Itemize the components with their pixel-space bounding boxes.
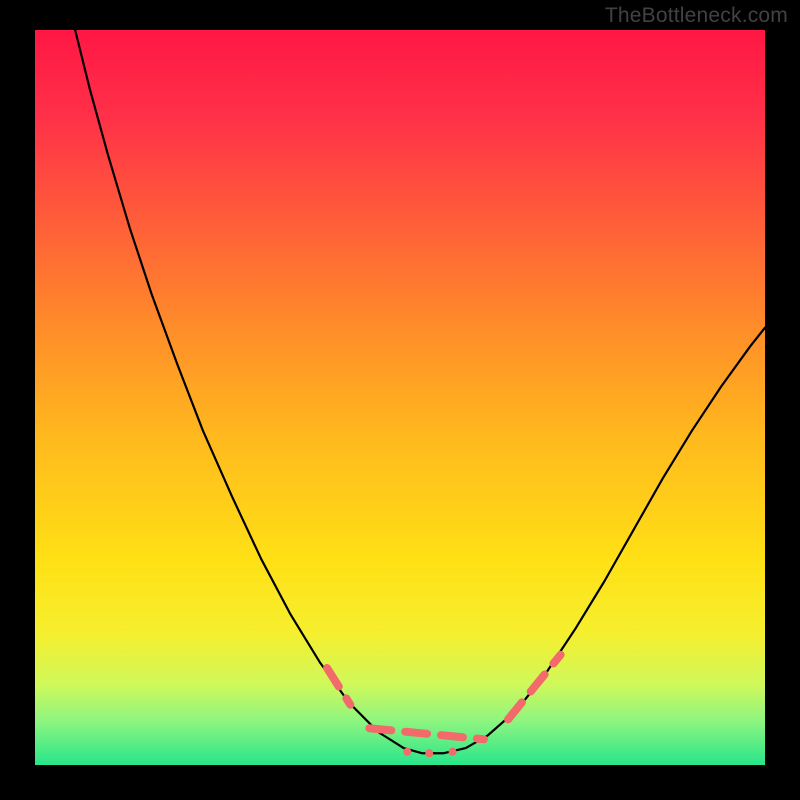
highlight-dot [403,748,411,756]
highlight-dot [449,748,457,756]
v-curve-line [75,30,765,753]
chart-frame: TheBottleneck.com [0,0,800,800]
highlight-dash-segment [508,655,561,720]
chart-svg [35,30,765,765]
plot-area [35,30,765,765]
highlight-dash-group [327,655,561,757]
highlight-dot [425,749,433,757]
highlight-dash-segment [327,668,350,705]
watermark-text: TheBottleneck.com [605,4,788,28]
